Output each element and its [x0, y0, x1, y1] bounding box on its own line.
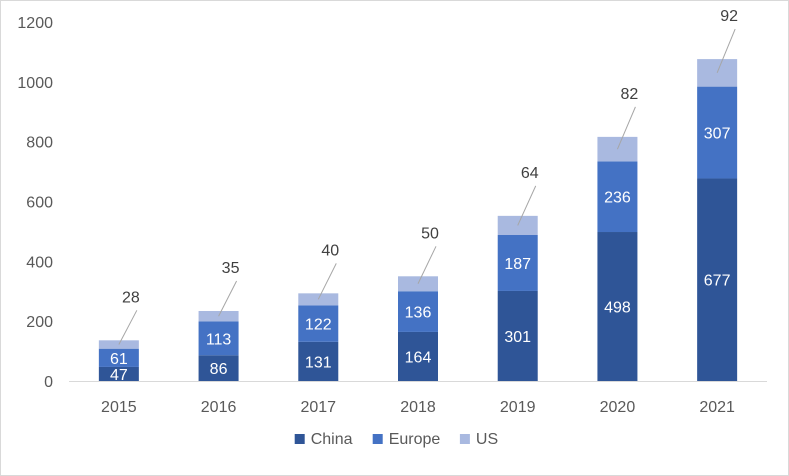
x-axis: 2015 2016 2017 2018 2019 2020 2021: [101, 399, 735, 416]
x-tick-label: 2018: [400, 399, 436, 416]
bar-segment-us: [597, 136, 638, 162]
bar-segment-europe: [398, 291, 438, 332]
y-tick-label: 1000: [17, 75, 53, 92]
bar-segment-china: [298, 341, 339, 381]
data-label: 92: [720, 8, 738, 25]
legend: China Europe US: [294, 431, 498, 448]
legend-swatch: [294, 434, 305, 444]
y-tick-label: 400: [26, 254, 53, 271]
data-label: 113: [206, 331, 232, 348]
legend-swatch: [372, 434, 383, 444]
leader-line: [716, 28, 736, 74]
x-tick-label: 2016: [201, 399, 237, 416]
x-tick-label: 2017: [300, 399, 336, 416]
leader-line: [218, 280, 238, 317]
y-tick-label: 800: [26, 135, 53, 152]
data-label: 301: [504, 329, 531, 346]
bar-segment-china: [697, 178, 738, 381]
bars: [98, 59, 738, 381]
bar-segment-europe: [298, 305, 339, 342]
x-tick-label: 2015: [101, 399, 137, 416]
bar-segment-china: [497, 290, 538, 381]
legend-item-europe: Europe: [372, 431, 441, 448]
leader-line: [118, 310, 138, 345]
data-label: 28: [122, 289, 140, 306]
legend-label: Europe: [389, 431, 441, 448]
data-label: 47: [110, 367, 128, 384]
y-tick-label: 1200: [17, 15, 53, 32]
x-tick-label: 2020: [600, 399, 636, 416]
bar-segment-europe: [697, 86, 738, 179]
bar-segment-us: [697, 59, 738, 87]
legend-item-china: China: [294, 431, 353, 448]
legend-item-us: US: [459, 431, 498, 448]
x-tick-label: 2021: [699, 399, 735, 416]
data-label: 82: [621, 86, 639, 103]
leader-line: [317, 263, 337, 300]
data-label: 40: [321, 242, 339, 259]
legend-label: China: [311, 431, 353, 448]
data-label: 86: [210, 361, 228, 378]
data-label: 131: [305, 354, 332, 371]
data-label: 122: [305, 317, 332, 334]
bar-segment-china: [398, 331, 438, 381]
data-label: 307: [704, 126, 731, 143]
y-tick-label: 600: [26, 195, 53, 212]
bar-segment-europe: [198, 321, 239, 356]
data-label: 164: [405, 349, 432, 366]
x-tick-label: 2019: [500, 399, 536, 416]
data-label: 677: [704, 273, 731, 290]
leader-line: [517, 185, 537, 226]
data-label: 35: [222, 260, 240, 277]
data-label: 136: [405, 305, 432, 322]
leader-line: [616, 106, 636, 150]
bar-segment-china: [98, 366, 139, 381]
legend-swatch: [459, 434, 470, 444]
data-label: 50: [421, 225, 439, 242]
data-label: 61: [110, 351, 128, 368]
legend-label: US: [476, 431, 498, 448]
y-tick-label: 200: [26, 314, 53, 331]
bar-segment-china: [198, 355, 239, 381]
y-tick-label: 0: [44, 374, 53, 391]
data-label: 498: [604, 300, 631, 317]
leader-line: [417, 246, 437, 284]
y-axis: 0 200 400 600 800 1000 1200: [17, 15, 53, 391]
bar-segment-europe: [497, 235, 538, 291]
bar-segment-china: [597, 232, 638, 381]
data-label: 187: [504, 256, 531, 273]
bar-segment-europe: [597, 161, 638, 233]
bar-segment-europe: [98, 348, 139, 367]
data-label: 236: [604, 190, 631, 207]
data-label: 64: [521, 165, 539, 182]
